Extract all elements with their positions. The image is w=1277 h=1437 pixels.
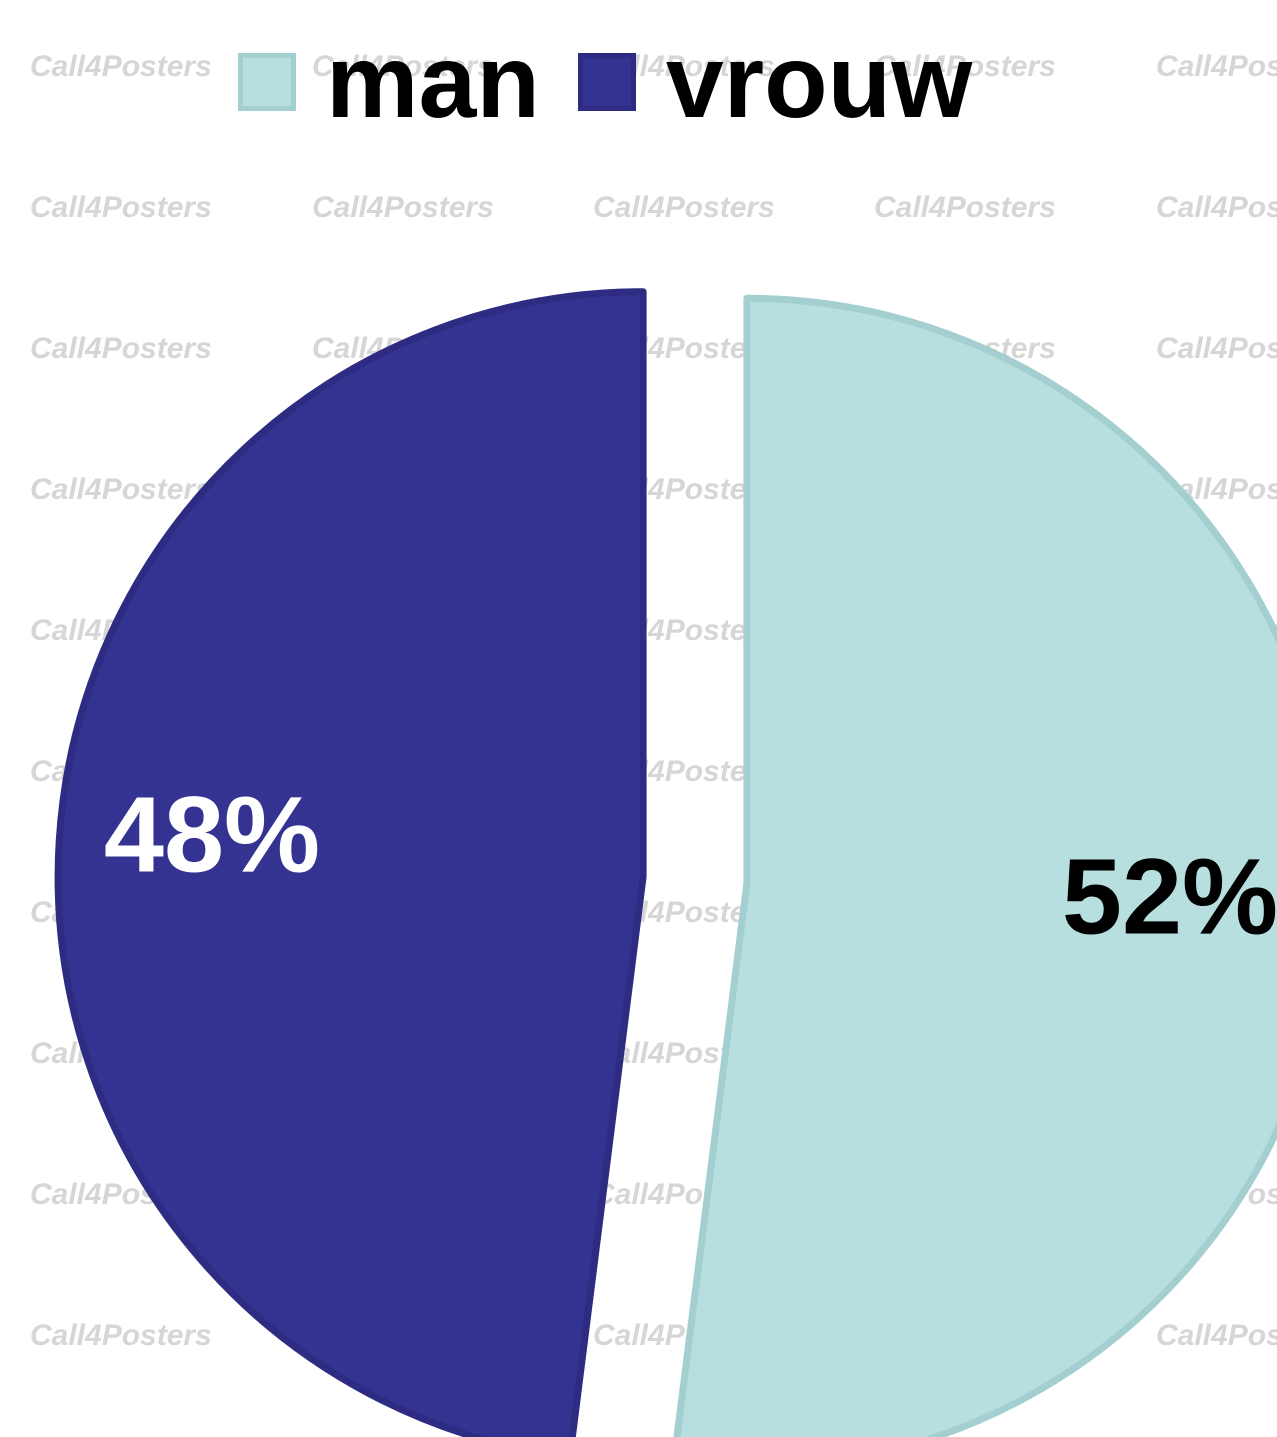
legend-swatch-vrouw: [577, 53, 636, 111]
legend-item-man: man: [238, 30, 540, 134]
pie-slice-vrouw: [54, 288, 647, 1437]
pie-label-vrouw: 48%: [104, 774, 320, 895]
chart-legend: man vrouw: [238, 22, 1010, 142]
pie-label-man: 52%: [1062, 836, 1277, 957]
legend-label-man: man: [326, 24, 540, 140]
legend-swatch-man: [238, 53, 296, 111]
pie-slice-man: [673, 294, 1277, 1437]
legend-item-vrouw: vrouw: [577, 24, 973, 140]
legend-label-vrouw: vrouw: [665, 24, 973, 140]
